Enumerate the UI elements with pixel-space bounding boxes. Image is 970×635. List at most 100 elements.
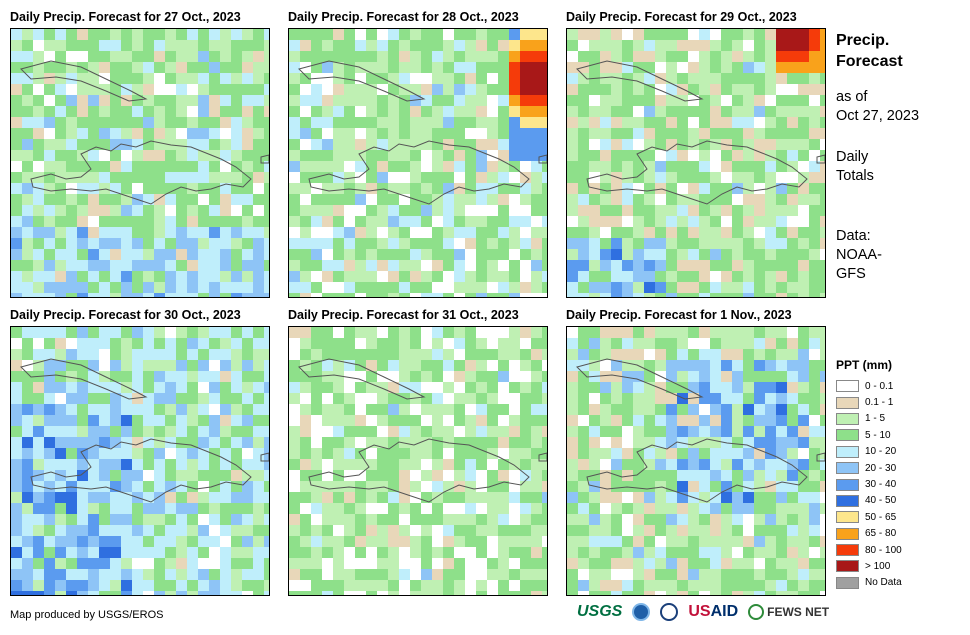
precip-cell [66,282,77,293]
precip-cell [487,62,498,73]
precip-cell [143,591,154,595]
precip-cell [699,139,710,150]
precip-cell [253,117,264,128]
precip-cell [55,73,66,84]
precip-cell [176,51,187,62]
precip-cell [531,40,542,51]
precip-cell [242,448,253,459]
hispaniola-coastline [586,438,808,503]
precip-cell [300,227,311,238]
precip-cell [220,194,231,205]
precip-cell [355,404,366,415]
precip-cell [520,62,531,73]
precip-cell [344,73,355,84]
precip-cell [688,271,699,282]
precip-cell [198,327,209,338]
precip-cell [88,503,99,514]
precip-cell [498,139,509,150]
precip-cell [66,580,77,591]
precip-cell [776,227,787,238]
precip-cell [476,106,487,117]
precip-cell [66,216,77,227]
precip-cell [611,282,622,293]
precip-cell [644,349,655,360]
precip-cell [666,580,677,591]
precip-cell [765,150,776,161]
precip-cell [198,150,209,161]
precip-cell [798,492,809,503]
precip-cell [377,260,388,271]
precip-cell [432,29,443,40]
precip-cell [132,404,143,415]
legend-label: 65 - 80 [865,528,897,540]
precip-cell [289,128,300,139]
precip-cell [154,492,165,503]
precip-cell [355,547,366,558]
precip-cell [743,194,754,205]
precip-cell [143,536,154,547]
precip-cell [209,227,220,238]
precip-cell [11,470,22,481]
precip-cell [366,338,377,349]
precip-cell [666,139,677,150]
precip-cell [754,492,765,503]
precip-cell [699,128,710,139]
precip-cell [322,360,333,371]
precip-cell [289,536,300,547]
precip-cell [121,249,132,260]
precip-cell [820,84,825,95]
precip-cell [421,536,432,547]
puerto-rico-coastline [816,154,825,164]
precip-cell [322,205,333,216]
precip-cell [231,558,242,569]
precip-cell [765,40,776,51]
precip-cell [765,382,776,393]
precip-cell [688,216,699,227]
puerto-rico-coastline [538,452,547,462]
precip-cell [344,547,355,558]
precip-cell [699,161,710,172]
precip-cell [300,29,311,40]
precip-cell [322,437,333,448]
precip-cell [242,525,253,536]
precip-cell [242,404,253,415]
precip-cell [388,437,399,448]
precip-cell [289,503,300,514]
precip-cell [55,371,66,382]
precip-cell [187,260,198,271]
precip-cell [165,393,176,404]
precip-cell [231,415,242,426]
precip-cell [410,62,421,73]
precip-cell [44,106,55,117]
precip-cell [366,569,377,580]
precip-cell [743,327,754,338]
precip-cell [520,282,531,293]
precip-cell [578,128,589,139]
precip-cell [809,492,820,503]
precip-cell [542,73,547,84]
precip-cell [388,84,399,95]
precip-cell [743,591,754,595]
precip-cell [333,271,344,282]
legend-label: 20 - 30 [865,462,897,474]
precip-cell [622,415,633,426]
precip-cell [567,426,578,437]
precip-cell [677,139,688,150]
precip-cell [567,62,578,73]
precip-cell [721,349,732,360]
precip-cell [443,40,454,51]
precip-cell [44,62,55,73]
precip-cell [798,558,809,569]
precip-cell [220,40,231,51]
precip-cell [443,249,454,260]
precip-cell [66,569,77,580]
precip-cell [253,503,264,514]
precip-cell [531,349,542,360]
precip-cell [399,547,410,558]
precip-cell [344,525,355,536]
precip-cell [344,238,355,249]
precip-cell [699,293,710,297]
precip-cell [377,547,388,558]
precip-cell [44,580,55,591]
precip-cell [787,382,798,393]
